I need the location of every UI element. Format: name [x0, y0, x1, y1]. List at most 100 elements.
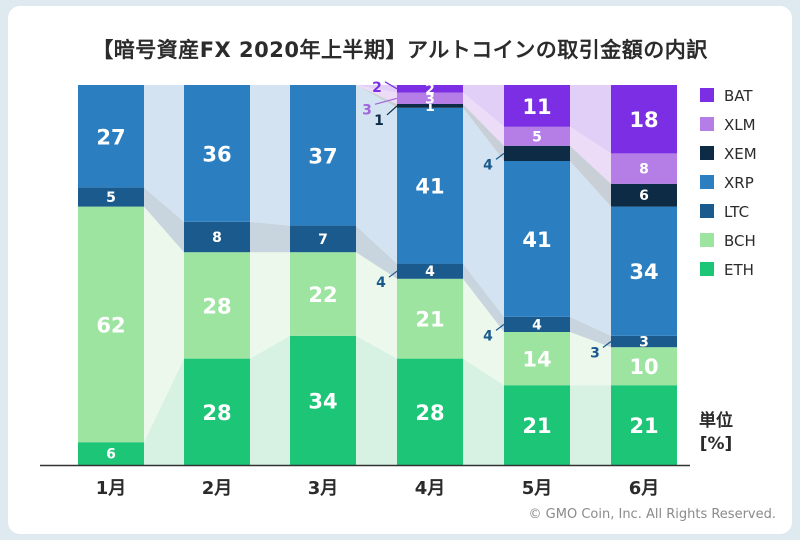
bar-bat-5 — [504, 85, 570, 127]
bar-xlm-5 — [504, 126, 570, 146]
band-bat-5 — [570, 85, 611, 154]
data-label-bat-5: 11 — [522, 95, 551, 119]
legend-label-eth: ETH — [724, 261, 754, 279]
data-label-ltc-4: 4 — [425, 264, 435, 280]
band-bch-1 — [144, 206, 184, 443]
legend-swatch-bat — [700, 88, 714, 102]
data-label-eth-6: 21 — [629, 414, 658, 438]
legend-label-ltc: LTC — [724, 203, 749, 221]
callout-line-bat-4 — [384, 81, 398, 90]
band-xrp-3 — [356, 85, 397, 264]
callout-label-ltc-4: 4 — [376, 275, 386, 291]
bar-eth-5 — [504, 385, 570, 465]
legend-label-xem: XEM — [724, 145, 757, 163]
data-label-eth-5: 21 — [522, 414, 551, 438]
bar-ltc-5 — [504, 316, 570, 332]
band-ltc-1 — [144, 187, 184, 253]
x-tick-label-3: 3月 — [308, 478, 339, 499]
x-tick-label-5: 5月 — [522, 478, 553, 499]
unit-percent-label: [%] — [700, 434, 733, 454]
data-label-eth-1: 6 — [106, 447, 116, 463]
data-label-bch-3: 22 — [308, 283, 337, 307]
band-eth-3 — [356, 335, 397, 465]
legend-swatch-eth — [700, 262, 714, 276]
callout-line-xem-5 — [495, 152, 505, 160]
data-label-ltc-5: 4 — [532, 317, 542, 333]
bar-xrp-1 — [78, 85, 144, 188]
x-tick-label-4: 4月 — [415, 478, 446, 499]
band-eth-2 — [250, 335, 290, 465]
data-label-eth-4: 28 — [415, 401, 444, 425]
band-ltc-3 — [356, 225, 397, 279]
band-xem-3 — [356, 85, 397, 108]
legend-swatch-xem — [700, 146, 714, 160]
bar-xrp-4 — [397, 107, 463, 264]
data-label-bch-1: 62 — [96, 313, 125, 337]
data-label-bch-4: 21 — [415, 308, 444, 332]
legend-label-xlm: XLM — [724, 116, 756, 134]
data-label-bch-2: 28 — [202, 294, 231, 318]
data-label-bat-4: 2 — [425, 82, 435, 98]
data-label-xem-6: 6 — [639, 188, 649, 204]
bar-bat-4 — [397, 85, 463, 93]
legend-label-bat: BAT — [724, 87, 753, 105]
bar-xlm-4 — [397, 92, 463, 104]
bar-xrp-5 — [504, 161, 570, 317]
data-label-ltc-2: 8 — [212, 230, 222, 246]
band-xrp-1 — [144, 85, 184, 222]
data-label-eth-2: 28 — [202, 401, 231, 425]
bar-eth-3 — [290, 335, 356, 465]
band-xem-4 — [463, 104, 504, 161]
bar-ltc-3 — [290, 225, 356, 253]
bar-xem-5 — [504, 145, 570, 161]
band-xrp-5 — [570, 161, 611, 336]
band-xlm-5 — [570, 126, 611, 184]
data-label-bch-5: 14 — [522, 348, 551, 372]
band-xem-5 — [570, 145, 611, 207]
band-xlm-4 — [463, 92, 504, 146]
callout-label-xem-5: 4 — [483, 157, 493, 173]
bar-eth-1 — [78, 442, 144, 465]
band-ltc-2 — [250, 221, 290, 253]
legend-swatch-xrp — [700, 175, 714, 189]
band-eth-4 — [463, 358, 504, 465]
data-label-xrp-2: 36 — [202, 142, 231, 166]
data-label-xrp-3: 37 — [308, 144, 337, 168]
bar-bch-2 — [184, 252, 250, 359]
bar-ltc-2 — [184, 221, 250, 253]
data-label-xrp-5: 41 — [522, 228, 551, 252]
legend-swatch-ltc — [700, 204, 714, 218]
chart-title: 【暗号資産FX 2020年上半期】アルトコインの取引金額の内訳 — [92, 38, 708, 62]
bar-eth-6 — [611, 385, 677, 465]
bar-ltc-6 — [611, 335, 677, 348]
callout-line-xem-4 — [386, 105, 398, 116]
bar-bch-1 — [78, 206, 144, 443]
legend-label-xrp: XRP — [724, 174, 754, 192]
bar-xrp-2 — [184, 85, 250, 222]
data-label-bch-6: 10 — [629, 355, 658, 379]
band-bch-2 — [250, 252, 290, 359]
x-tick-label-1: 1月 — [96, 478, 127, 499]
band-bch-4 — [463, 278, 504, 386]
bar-eth-2 — [184, 358, 250, 465]
bar-eth-4 — [397, 358, 463, 465]
bar-xrp-3 — [290, 85, 356, 226]
legend-swatch-bch — [700, 233, 714, 247]
callout-line-ltc-4 — [388, 270, 398, 278]
callout-line-ltc-6 — [602, 341, 612, 348]
data-label-xrp-4: 41 — [415, 175, 444, 199]
band-xlm-3 — [356, 85, 397, 104]
band-ltc-4 — [463, 263, 504, 332]
callout-label-xem-4: 1 — [374, 113, 384, 129]
legend-label-bch: BCH — [724, 232, 756, 250]
callout-label-xlm-4: 3 — [362, 102, 372, 118]
copyright-text: © GMO Coin, Inc. All Rights Reserved. — [528, 507, 776, 522]
callout-label-ltc-6: 3 — [590, 346, 600, 362]
callout-line-ltc-5 — [495, 323, 505, 331]
band-bch-3 — [356, 252, 397, 359]
bar-bch-5 — [504, 332, 570, 386]
x-tick-label-6: 6月 — [629, 478, 660, 499]
data-label-ltc-6: 3 — [639, 335, 649, 351]
bar-xem-4 — [397, 104, 463, 108]
